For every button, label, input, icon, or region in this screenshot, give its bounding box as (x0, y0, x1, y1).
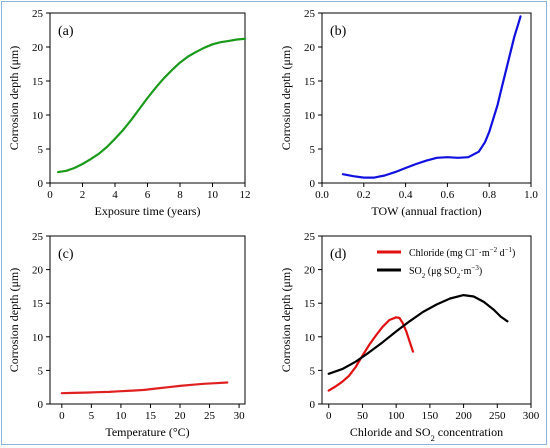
x-tick-label: 30 (234, 410, 246, 422)
series-line-1 (60, 381, 229, 395)
y-tick-label: 5 (38, 365, 44, 377)
legend-entry: SO2 (μg SO2·m−3) (409, 264, 482, 280)
plot-area (321, 235, 532, 405)
x-tick-label: 10 (207, 189, 219, 201)
y-tick-label: 10 (304, 332, 316, 344)
y-tick-label: 5 (38, 144, 44, 156)
y-tick-label: 20 (32, 265, 44, 277)
y-tick-label: 15 (32, 76, 44, 88)
series-line-1 (327, 316, 415, 392)
x-tick-label: 300 (523, 410, 540, 422)
y-axis-label: Corrosion depth (μm) (279, 46, 293, 150)
panel-label: (d) (330, 247, 347, 262)
x-tick-label: 0.2 (357, 189, 371, 201)
panel-label: (c) (58, 247, 74, 262)
x-axis-label: TOW (annual fraction) (371, 204, 481, 218)
series-line-2 (327, 294, 509, 375)
y-tick-label: 20 (32, 42, 44, 54)
y-tick-label: 0 (38, 399, 44, 411)
x-tick-label: 0 (47, 189, 53, 201)
series-line-1 (341, 15, 522, 179)
x-tick-label: 0 (326, 410, 332, 422)
plot-area (321, 12, 532, 184)
y-tick-label: 15 (304, 76, 316, 88)
y-tick-label: 15 (32, 298, 44, 310)
y-tick-label: 25 (304, 231, 316, 243)
x-tick-label: 6 (145, 189, 151, 201)
y-axis-label: Corrosion depth (μm) (279, 268, 293, 372)
x-tick-label: 2 (80, 189, 86, 201)
x-tick-label: 0.4 (399, 189, 413, 201)
panel-2: 0.0 0.2 0.4 0.6 0.8 1.0 0 5 10 15 20 25 Corrosion de… (279, 8, 538, 218)
y-tick-label: 25 (32, 8, 44, 20)
y-tick-label: 5 (310, 144, 316, 156)
series-line-1 (56, 37, 247, 174)
panel-label: (b) (330, 24, 347, 39)
y-tick-label: 10 (32, 110, 44, 122)
x-axis-label: Temperature (°C) (105, 425, 189, 439)
y-axis-label: Corrosion depth (μm) (7, 46, 21, 150)
x-tick-label: 15 (145, 410, 157, 422)
y-tick-label: 5 (310, 365, 316, 377)
x-tick-label: 0.0 (315, 189, 329, 201)
x-tick-label: 150 (422, 410, 439, 422)
y-tick-label: 15 (304, 298, 316, 310)
x-tick-label: 0.8 (482, 189, 496, 201)
x-tick-label: 20 (175, 410, 187, 422)
x-tick-label: 100 (388, 410, 405, 422)
legend-entry: Chloride (mg Cl−·m−2 d−1) (409, 246, 515, 259)
y-tick-label: 0 (38, 178, 44, 190)
y-tick-label: 25 (304, 8, 316, 20)
y-tick-label: 10 (304, 110, 316, 122)
y-tick-label: 20 (304, 42, 316, 54)
panel-label: (a) (58, 24, 74, 39)
y-tick-label: 0 (310, 178, 316, 190)
plot-area (49, 235, 246, 405)
x-tick-label: 200 (455, 410, 472, 422)
y-tick-label: 10 (32, 332, 44, 344)
x-tick-label: 10 (115, 410, 127, 422)
x-axis-label: Exposure time (years) (95, 204, 201, 218)
y-tick-label: 0 (310, 399, 316, 411)
x-tick-label: 50 (357, 410, 369, 422)
x-tick-label: 0 (59, 410, 65, 422)
x-tick-label: 1.0 (524, 189, 538, 201)
panel-4: 0 50 100 150 200 250 300 0 5 10 15 20 25 Corrosion de… (279, 231, 540, 443)
x-tick-label: 250 (489, 410, 506, 422)
x-tick-label: 5 (89, 410, 95, 422)
x-tick-label: 0.6 (441, 189, 455, 201)
x-tick-label: 8 (177, 189, 183, 201)
y-tick-label: 20 (304, 265, 316, 277)
x-axis-label: Chloride and SO2 concentration (350, 425, 503, 443)
panel-1: 0 2 4 6 8 10 12 0 5 10 15 20 25 Corrosion depth (μm) E… (7, 8, 251, 218)
y-axis-label: Corrosion depth (μm) (7, 268, 21, 372)
panel-3: 0 5 10 15 20 25 30 0 5 10 15 20 25 Corrosion depth (μ… (7, 231, 246, 439)
x-tick-label: 12 (240, 189, 251, 201)
x-tick-label: 4 (112, 189, 118, 201)
y-tick-label: 25 (32, 231, 44, 243)
x-tick-label: 25 (204, 410, 216, 422)
